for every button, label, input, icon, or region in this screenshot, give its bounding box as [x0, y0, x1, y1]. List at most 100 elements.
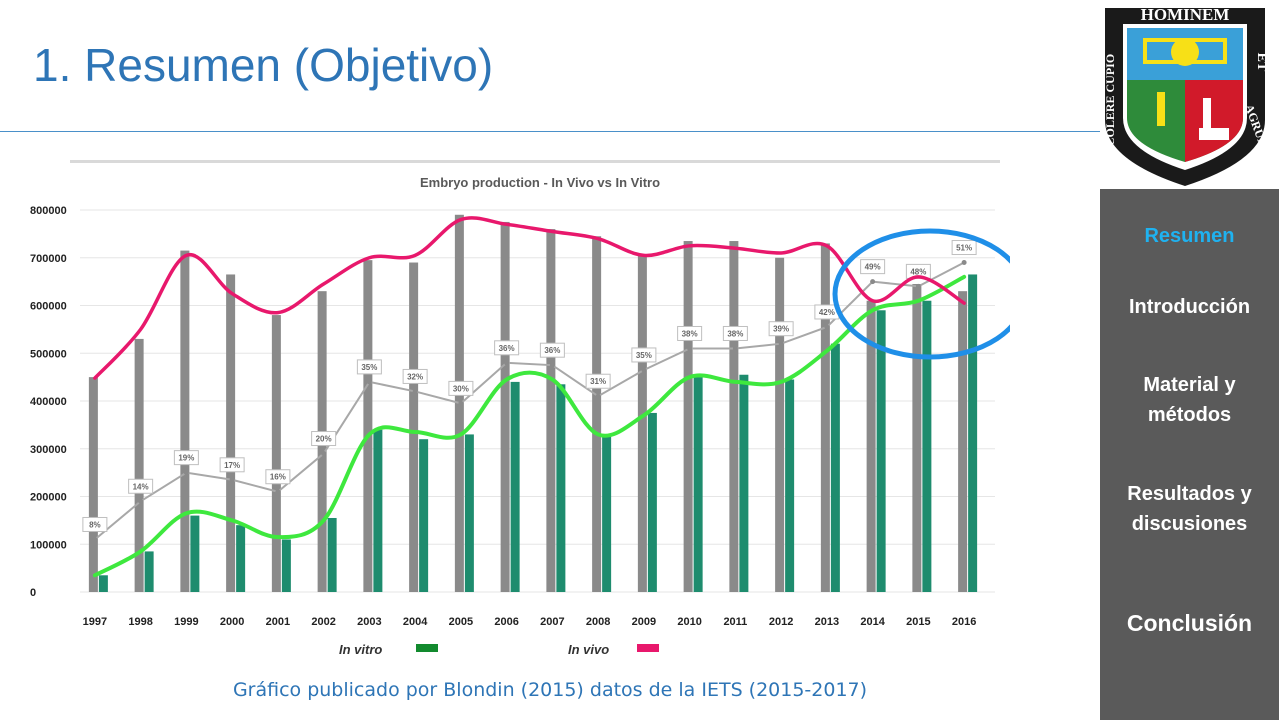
x-tick-label-2005: 2005	[449, 616, 473, 628]
bar-in-vitro-2002	[327, 517, 337, 592]
share-point-2016	[961, 260, 967, 266]
legend-swatch-in-vivo	[637, 644, 659, 652]
share-label-box	[860, 259, 886, 275]
sidebar-item-resumen[interactable]: Resumen	[1100, 221, 1279, 251]
sidebar-item-label-line2: métodos	[1147, 404, 1232, 426]
bar-in-vitro-2015	[922, 300, 932, 592]
share-label-box	[448, 380, 474, 396]
share-point-2003	[366, 379, 372, 385]
share-point-2012	[778, 341, 784, 347]
x-tick-label-1997: 1997	[83, 616, 107, 628]
share-label-box	[402, 368, 428, 384]
sidebar-item-resultados[interactable]: Resultados y discusiones	[1100, 479, 1279, 539]
y-tick-label: 100000	[30, 539, 67, 551]
bar-total-2006	[500, 221, 510, 592]
sidebar-item-introduccion[interactable]: Introducción	[1100, 292, 1279, 322]
bar-in-vitro-2004	[419, 439, 429, 592]
sidebar-item-label: Introducción	[1128, 296, 1251, 318]
legend-swatch-in-vitro	[416, 644, 438, 652]
share-label-2010: 38%	[682, 329, 698, 338]
y-tick-label: 300000	[30, 444, 67, 456]
embryo-production-chart: Embryo production - In Vivo vs In Vitro 0…	[30, 160, 1010, 657]
sidebar-item-conclusion[interactable]: Conclusión	[1100, 608, 1279, 638]
x-tick-label-2000: 2000	[220, 616, 244, 628]
share-label-box	[128, 478, 154, 494]
share-line	[94, 261, 965, 541]
share-point-2011	[732, 345, 738, 351]
share-point-2001	[275, 489, 281, 495]
sidebar: Resumen Introducción Material y métodos …	[1100, 189, 1279, 720]
share-label-2009: 35%	[636, 351, 652, 360]
chart-top-rule	[70, 160, 1000, 163]
bar-in-vitro-2006	[510, 381, 520, 592]
share-label-2005: 30%	[453, 384, 469, 393]
bar-in-vitro-2014	[876, 310, 886, 592]
bar-total-2016	[958, 291, 968, 592]
x-tick-label-1998: 1998	[128, 616, 152, 628]
x-tick-label-2016: 2016	[952, 616, 976, 628]
share-point-2005	[458, 400, 464, 406]
bar-total-2014	[866, 300, 876, 592]
share-label-2016: 51%	[956, 244, 972, 253]
x-tick-label-2012: 2012	[769, 616, 793, 628]
share-label-2011: 38%	[727, 329, 743, 338]
share-label-1997: 8%	[89, 520, 101, 529]
y-tick-label: 400000	[30, 396, 67, 408]
bar-total-2013	[820, 243, 830, 593]
university-logo: HOMINEM ET COLERE CUPIO AGRUM	[1103, 5, 1271, 186]
sidebar-item-material-metodos[interactable]: Material y métodos	[1100, 370, 1279, 430]
bar-total-2003	[363, 260, 373, 592]
bar-in-vitro-2001	[281, 539, 291, 592]
share-label-box	[768, 321, 794, 337]
llama-icon	[1199, 98, 1229, 140]
sidebar-item-label: Conclusión	[1126, 610, 1253, 636]
share-label-box	[311, 431, 337, 447]
share-label-2001: 16%	[270, 473, 286, 482]
share-label-2003: 35%	[361, 363, 377, 372]
share-label-box	[631, 347, 657, 363]
share-label-2007: 36%	[544, 346, 560, 355]
share-point-2015	[915, 283, 921, 289]
x-tick-label-2015: 2015	[906, 616, 930, 628]
bar-total-2012	[775, 257, 785, 592]
share-label-2002: 20%	[316, 435, 332, 444]
bar-in-vitro-2011	[739, 374, 749, 592]
bar-in-vitro-2013	[830, 343, 840, 592]
x-tick-label-2014: 2014	[860, 616, 885, 628]
bar-total-2008	[592, 236, 602, 592]
y-tick-label: 0	[30, 587, 36, 599]
x-tick-label-2003: 2003	[357, 616, 381, 628]
x-tick-label-2004: 2004	[403, 616, 428, 628]
share-point-1997	[92, 536, 98, 542]
y-tick-label: 600000	[30, 301, 67, 313]
share-label-box	[265, 469, 291, 485]
sidebar-item-label: Resultados y	[1127, 483, 1252, 505]
bar-total-2010	[683, 241, 693, 592]
red-field	[1185, 80, 1243, 162]
share-point-2008	[595, 393, 601, 399]
bar-total-1997	[88, 377, 98, 592]
bar-in-vitro-2000	[236, 525, 246, 592]
bar-in-vitro-2012	[785, 379, 795, 592]
share-point-2002	[321, 451, 327, 457]
share-label-2000: 17%	[224, 461, 240, 470]
bar-total-1999	[180, 250, 190, 592]
share-label-box	[356, 359, 382, 375]
title-divider	[0, 131, 1100, 132]
sun-icon	[1171, 38, 1199, 66]
share-label-2004: 32%	[407, 372, 423, 381]
share-label-1998: 14%	[133, 482, 149, 491]
bar-total-2001	[271, 315, 281, 592]
x-tick-label-2013: 2013	[815, 616, 839, 628]
share-point-2004	[412, 388, 418, 394]
chart-caption: Gráfico publicado por Blondin (2015) dat…	[232, 679, 868, 701]
bar-in-vitro-2003	[373, 429, 383, 592]
bar-in-vitro-2008	[602, 434, 612, 592]
page-title: 1. Resumen (Objetivo)	[33, 39, 494, 91]
share-point-2007	[549, 362, 555, 368]
y-tick-label: 800000	[30, 205, 67, 217]
share-point-2013	[824, 324, 830, 330]
share-label-box	[539, 342, 565, 358]
x-tick-label-2008: 2008	[586, 616, 610, 628]
bar-total-2007	[546, 229, 556, 592]
